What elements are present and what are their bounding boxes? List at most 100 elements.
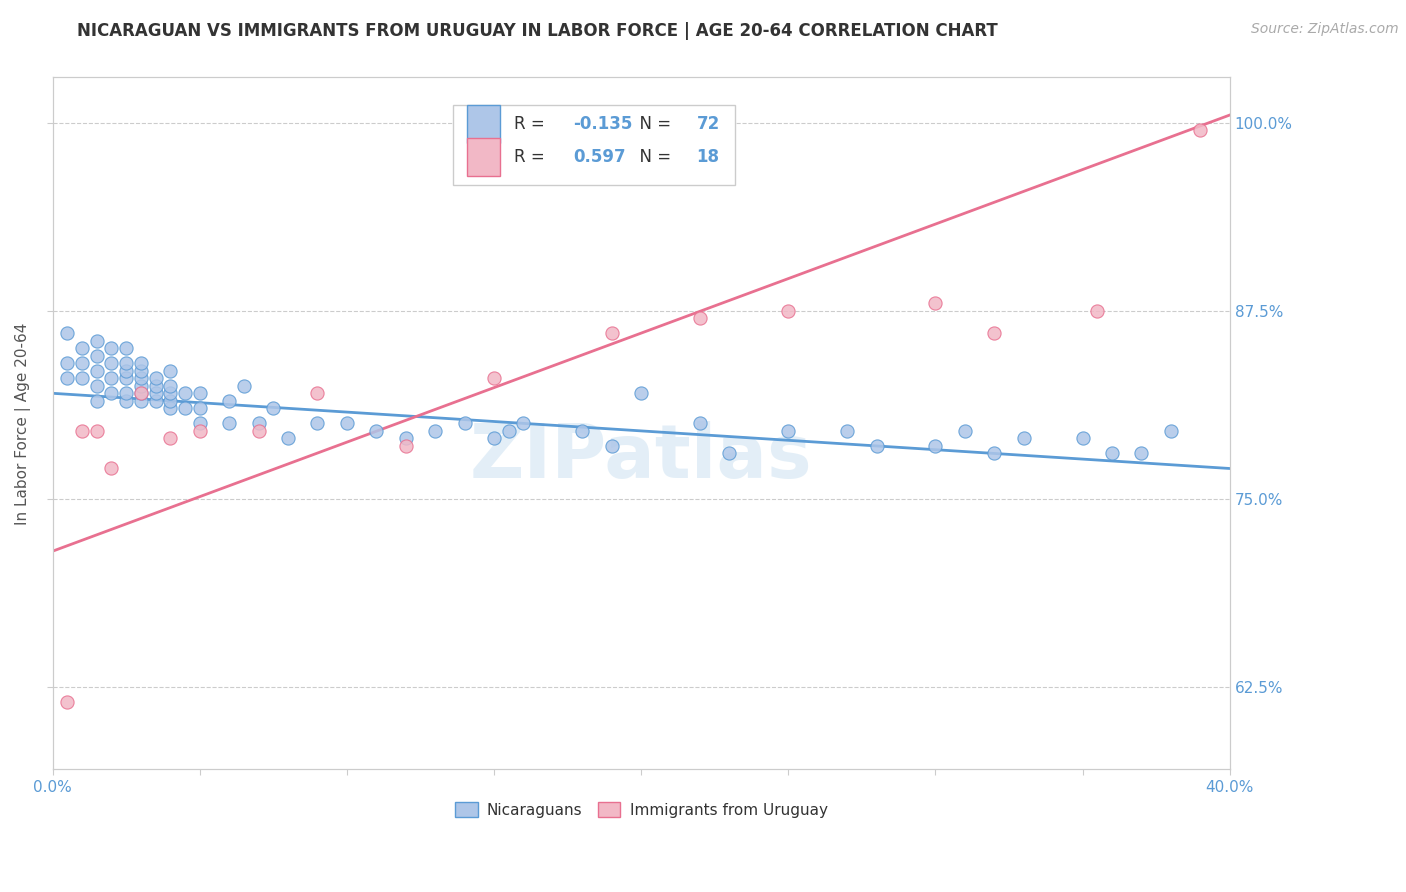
Point (600, 439, 623, 453)
Point (56, 371, 79, 385)
Point (395, 431, 418, 445)
Point (188, 386, 211, 401)
Point (86, 349, 108, 363)
FancyBboxPatch shape (453, 105, 735, 185)
Point (232, 378, 254, 392)
Point (1012, 431, 1035, 445)
Point (188, 417, 211, 431)
Point (865, 439, 887, 453)
Point (159, 364, 181, 378)
Point (453, 417, 475, 431)
Point (953, 424, 976, 438)
Point (395, 439, 418, 453)
Point (70, 341, 93, 355)
Point (115, 341, 138, 355)
Point (983, 326, 1005, 340)
Text: N =: N = (630, 148, 676, 166)
Point (86, 424, 108, 438)
Point (366, 424, 388, 438)
Point (307, 417, 329, 431)
Point (56, 695, 79, 709)
Point (86, 364, 108, 378)
Point (56, 326, 79, 340)
Point (277, 431, 299, 445)
Point (115, 356, 138, 370)
Point (115, 371, 138, 385)
Point (512, 417, 534, 431)
Point (100, 461, 122, 475)
Point (145, 393, 167, 408)
Point (482, 431, 505, 445)
Point (837, 424, 859, 438)
Point (218, 393, 240, 408)
Point (86, 393, 108, 408)
FancyBboxPatch shape (467, 138, 501, 177)
Point (924, 296, 946, 310)
Point (159, 401, 181, 416)
Point (630, 386, 652, 401)
Text: 18: 18 (696, 148, 720, 166)
Point (689, 311, 711, 326)
Point (115, 364, 138, 378)
Point (778, 424, 800, 438)
Text: 0.597: 0.597 (572, 148, 626, 166)
Text: 72: 72 (696, 115, 720, 133)
Point (129, 371, 152, 385)
Point (307, 386, 329, 401)
Point (983, 446, 1005, 460)
Point (482, 371, 505, 385)
Point (129, 378, 152, 392)
Point (218, 417, 240, 431)
Text: -0.135: -0.135 (572, 115, 633, 133)
Point (188, 401, 211, 416)
Point (129, 386, 152, 401)
Point (100, 371, 122, 385)
Point (336, 417, 359, 431)
Point (100, 341, 122, 355)
Text: R =: R = (515, 148, 555, 166)
Point (1189, 123, 1212, 137)
Point (115, 393, 138, 408)
Point (924, 439, 946, 453)
Point (129, 364, 152, 378)
Point (100, 356, 122, 370)
Point (600, 326, 623, 340)
Point (145, 371, 167, 385)
Point (174, 386, 197, 401)
Point (718, 446, 741, 460)
Point (70, 356, 93, 370)
Point (1160, 424, 1182, 438)
Point (159, 431, 181, 445)
Point (70, 371, 93, 385)
Legend: Nicaraguans, Immigrants from Uruguay: Nicaraguans, Immigrants from Uruguay (449, 796, 834, 824)
Point (86, 334, 108, 348)
Point (100, 386, 122, 401)
Point (129, 356, 152, 370)
Point (423, 424, 446, 438)
Text: NICARAGUAN VS IMMIGRANTS FROM URUGUAY IN LABOR FORCE | AGE 20-64 CORRELATION CHA: NICARAGUAN VS IMMIGRANTS FROM URUGUAY IN… (77, 22, 998, 40)
Point (778, 303, 800, 318)
Point (1071, 431, 1094, 445)
Point (247, 424, 270, 438)
Point (86, 378, 108, 392)
Point (247, 417, 270, 431)
Point (689, 417, 711, 431)
Text: Source: ZipAtlas.com: Source: ZipAtlas.com (1251, 22, 1399, 37)
Point (159, 386, 181, 401)
Text: ZIPatlas: ZIPatlas (470, 421, 813, 494)
Point (56, 356, 79, 370)
Point (145, 386, 167, 401)
Point (498, 424, 520, 438)
FancyBboxPatch shape (467, 105, 501, 144)
Point (1130, 446, 1153, 460)
Point (188, 424, 211, 438)
Y-axis label: In Labor Force | Age 20-64: In Labor Force | Age 20-64 (15, 322, 31, 524)
Point (1101, 446, 1123, 460)
Point (145, 378, 167, 392)
Point (174, 401, 197, 416)
Text: R =: R = (515, 115, 550, 133)
Point (1085, 303, 1108, 318)
Point (70, 424, 93, 438)
Point (159, 378, 181, 392)
Point (571, 424, 593, 438)
